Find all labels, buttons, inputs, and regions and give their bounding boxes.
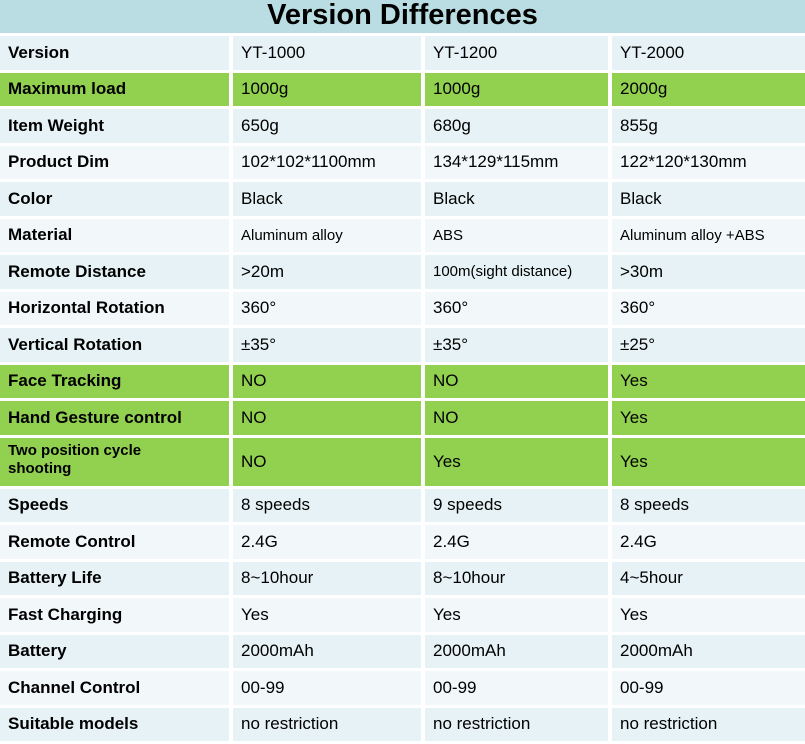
value-cell: 360° <box>233 291 421 325</box>
value-cell: 2000mAh <box>612 634 805 668</box>
row-label-cell: Remote Distance <box>0 255 229 289</box>
value-cell: 122*120*130mm <box>612 145 805 179</box>
row-label-cell: Color <box>0 182 229 216</box>
value-cell: no restriction <box>233 707 421 741</box>
value-cell: 360° <box>425 291 608 325</box>
value-cell: 4~5hour <box>612 561 805 595</box>
value-cell: 1000g <box>233 72 421 106</box>
value-cell: 8 speeds <box>612 488 805 522</box>
title-band: Version Differences <box>0 0 805 33</box>
value-cell: Yes <box>612 364 805 398</box>
value-cell: YT-1000 <box>233 36 421 70</box>
value-cell: Black <box>233 182 421 216</box>
value-cell: YT-2000 <box>612 36 805 70</box>
row-label-cell: Horizontal Rotation <box>0 291 229 325</box>
value-cell: ±35° <box>233 328 421 362</box>
value-cell: 100m(sight distance) <box>425 255 608 289</box>
value-cell: 2000g <box>612 72 805 106</box>
row-label-cell: Fast Charging <box>0 598 229 632</box>
value-cell: 8~10hour <box>425 561 608 595</box>
value-cell: YT-1200 <box>425 36 608 70</box>
value-cell: NO <box>233 437 421 486</box>
value-cell: 00-99 <box>425 671 608 705</box>
value-cell: 855g <box>612 109 805 143</box>
value-cell: 2000mAh <box>425 634 608 668</box>
value-cell: Aluminum alloy +ABS <box>612 218 805 252</box>
value-cell: 8 speeds <box>233 488 421 522</box>
value-cell: 680g <box>425 109 608 143</box>
value-cell: NO <box>425 364 608 398</box>
value-cell: 2.4G <box>233 525 421 559</box>
value-cell: NO <box>233 364 421 398</box>
value-cell: 8~10hour <box>233 561 421 595</box>
row-label-cell: Hand Gesture control <box>0 401 229 435</box>
row-label-cell: Speeds <box>0 488 229 522</box>
row-label-cell: Product Dim <box>0 145 229 179</box>
value-cell: 9 speeds <box>425 488 608 522</box>
row-label-cell: Battery Life <box>0 561 229 595</box>
value-cell: 102*102*1100mm <box>233 145 421 179</box>
value-cell: 134*129*115mm <box>425 145 608 179</box>
value-cell: Black <box>425 182 608 216</box>
row-label-cell: Vertical Rotation <box>0 328 229 362</box>
value-cell: no restriction <box>612 707 805 741</box>
value-cell: Yes <box>425 437 608 486</box>
row-label-cell: Item Weight <box>0 109 229 143</box>
value-cell: no restriction <box>425 707 608 741</box>
row-label-cell: Channel Control <box>0 671 229 705</box>
value-cell: Aluminum alloy <box>233 218 421 252</box>
value-cell: 2000mAh <box>233 634 421 668</box>
value-cell: 00-99 <box>233 671 421 705</box>
comparison-table: Version YT-1000 YT-1200 YT-2000 Maximum load… <box>0 36 805 741</box>
value-cell: 2.4G <box>612 525 805 559</box>
value-cell: Yes <box>425 598 608 632</box>
row-label-cell: Suitable models <box>0 707 229 741</box>
value-cell: NO <box>233 401 421 435</box>
row-label-cell: Face Tracking <box>0 364 229 398</box>
row-label-cell: Material <box>0 218 229 252</box>
value-cell: 360° <box>612 291 805 325</box>
row-label-cell: Two position cycle shooting <box>0 437 229 486</box>
value-cell: >20m <box>233 255 421 289</box>
value-cell: 00-99 <box>612 671 805 705</box>
value-cell: NO <box>425 401 608 435</box>
value-cell: Yes <box>233 598 421 632</box>
value-cell: ABS <box>425 218 608 252</box>
row-label-cell: Version <box>0 36 229 70</box>
value-cell: 650g <box>233 109 421 143</box>
value-cell: ±25° <box>612 328 805 362</box>
page-title: Version Differences <box>267 0 538 31</box>
value-cell: 1000g <box>425 72 608 106</box>
row-label-cell: Maximum load <box>0 72 229 106</box>
value-cell: Black <box>612 182 805 216</box>
value-cell: Yes <box>612 598 805 632</box>
value-cell: ±35° <box>425 328 608 362</box>
row-label-cell: Battery <box>0 634 229 668</box>
value-cell: Yes <box>612 437 805 486</box>
row-label-cell: Remote Control <box>0 525 229 559</box>
value-cell: >30m <box>612 255 805 289</box>
value-cell: Yes <box>612 401 805 435</box>
value-cell: 2.4G <box>425 525 608 559</box>
